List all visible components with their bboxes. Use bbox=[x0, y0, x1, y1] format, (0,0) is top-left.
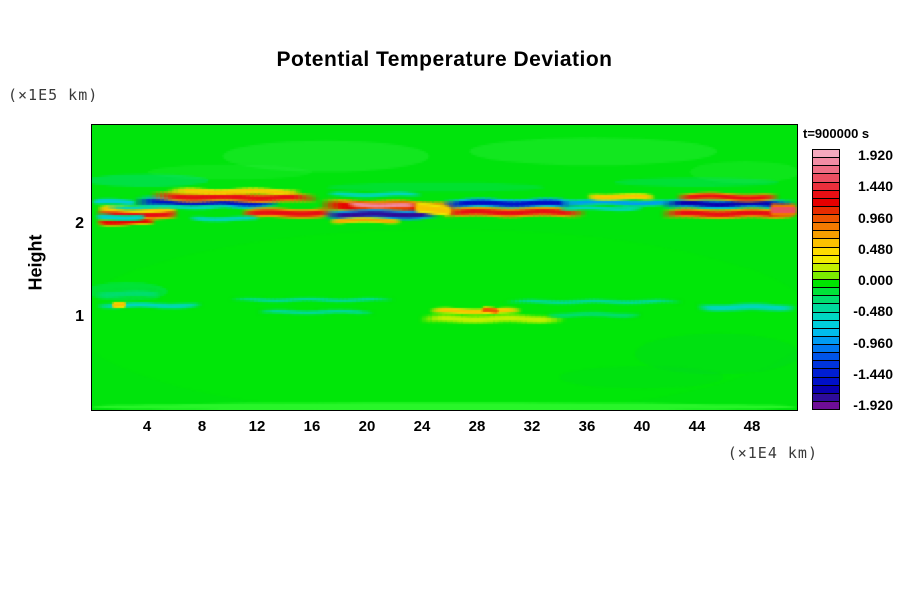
colorbar-tick-label: 0.960 bbox=[857, 209, 893, 226]
colorbar-tick-label: 0.000 bbox=[857, 272, 893, 288]
heatmap-canvas bbox=[92, 125, 797, 410]
x-tick-label: 24 bbox=[413, 418, 431, 435]
colorbar-tick-label: -1.920 bbox=[853, 397, 893, 413]
x-tick-label: 48 bbox=[743, 418, 761, 435]
colorbar-tick-label: -0.480 bbox=[853, 303, 893, 320]
colorbar-segment bbox=[812, 400, 840, 410]
y-tick-label: 1 bbox=[75, 308, 84, 325]
x-tick-label: 16 bbox=[303, 418, 321, 435]
x-tick-label: 28 bbox=[468, 418, 486, 435]
x-tick-label: 8 bbox=[197, 418, 207, 435]
heatmap-plot-area bbox=[91, 124, 798, 411]
y-axis-label: Height bbox=[25, 234, 46, 291]
colorbar-tick-label: -0.960 bbox=[853, 334, 893, 351]
time-annotation: t=900000 s bbox=[803, 126, 870, 141]
x-tick-label: 12 bbox=[248, 418, 266, 435]
x-tick-label: 4 bbox=[142, 418, 152, 435]
x-tick-label: 40 bbox=[633, 418, 651, 435]
x-tick-label: 32 bbox=[523, 418, 541, 435]
x-axis-unit-label: (×1E4 km) bbox=[727, 444, 818, 462]
y-axis-unit-label: (×1E5 km) bbox=[8, 86, 99, 104]
colorbar-tick-label: 0.480 bbox=[857, 240, 893, 257]
x-tick-label: 20 bbox=[358, 418, 376, 435]
colorbar-tick-label: -1.440 bbox=[853, 365, 893, 382]
x-tick-label: 44 bbox=[688, 418, 706, 435]
x-tick-label: 36 bbox=[578, 418, 596, 435]
colorbar bbox=[812, 149, 840, 410]
chart-title: Potential Temperature Deviation bbox=[276, 48, 613, 71]
colorbar-tick-label: 1.440 bbox=[857, 178, 893, 195]
y-tick-label: 2 bbox=[75, 215, 84, 232]
colorbar-tick-label: 1.920 bbox=[857, 147, 893, 163]
